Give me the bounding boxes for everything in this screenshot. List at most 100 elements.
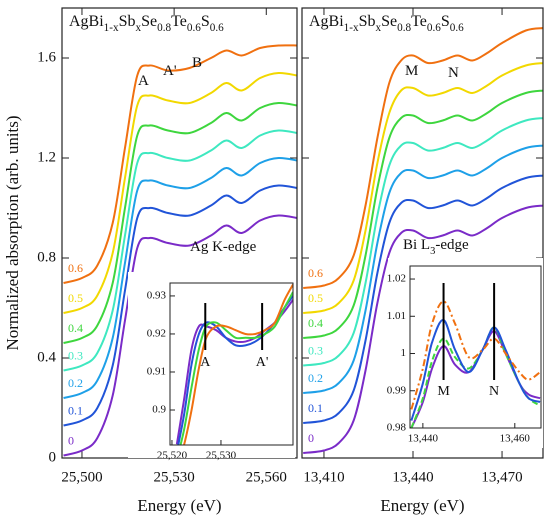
annotation: Bi L3-edge (403, 237, 469, 256)
inset-y-tick-label: 0.93 (147, 289, 167, 301)
inset-background (128, 272, 295, 458)
y-tick-label: 0.4 (37, 349, 56, 365)
series-label: 0.6 (68, 261, 83, 275)
inset-marker-label: A (200, 355, 211, 370)
series-line (410, 326, 541, 428)
series-line (63, 214, 297, 457)
annotation: N (448, 65, 459, 81)
inset-y-tick-label: 1.02 (387, 273, 406, 285)
series-line (63, 156, 297, 399)
series-label: 0.5 (68, 291, 83, 305)
inset-y-tick-label: 0.9 (152, 404, 166, 416)
inset-x-tick-label: 13,440 (408, 433, 439, 445)
y-tick-label: 1.2 (37, 149, 56, 165)
x-axis-label: Energy (eV) (380, 496, 464, 515)
panel-title-part: Te (171, 13, 187, 30)
annotation-part: N (448, 65, 459, 81)
annotation-part: Ag K-edge (190, 239, 257, 255)
series-line (410, 300, 541, 410)
x-tick-label: 13,470 (481, 469, 522, 485)
panel-title-part: 0.8 (397, 22, 411, 34)
annotation: B (192, 55, 202, 71)
panel-title: AgBi1-xSbxSe0.8Te0.6S0.6 (69, 13, 224, 34)
x-tick-label: 13,440 (392, 469, 433, 485)
series-label: 0.2 (308, 371, 323, 385)
panel-title-part: 0.6 (427, 22, 441, 34)
series-label: 0 (308, 431, 314, 445)
annotation: A (138, 73, 149, 89)
annotation-part: 3 (430, 246, 435, 257)
x-tick-label: 13,410 (303, 469, 344, 485)
series-line (63, 101, 297, 344)
series-line (303, 144, 543, 394)
series-line (303, 27, 543, 289)
x-axis-label: Energy (eV) (137, 496, 221, 515)
series-line (182, 284, 293, 445)
inset-frame (409, 265, 542, 429)
inset-marker-label: A' (256, 355, 269, 370)
plot-frame (301, 7, 544, 459)
annotation-part: B (192, 55, 202, 71)
y-tick-label: 0.8 (37, 249, 56, 265)
series-label: 0.6 (308, 266, 323, 280)
panel-title-part: AgBi (69, 13, 104, 30)
panel-title-part: 0.6 (210, 22, 224, 34)
series-line (410, 319, 541, 421)
series-line (63, 44, 297, 284)
inset-y-tick-label: 0.92 (147, 327, 166, 339)
annotation-part: M (405, 63, 418, 79)
inset-x-tick-label: 25,530 (206, 450, 237, 462)
series-line (303, 62, 543, 314)
series-label: 0.3 (68, 348, 83, 362)
series-line (179, 291, 293, 445)
inset-y-tick-label: 1 (401, 347, 407, 359)
panel-title-part: 0.8 (157, 22, 171, 34)
inset-marker-label: M (437, 384, 450, 399)
panel-title-part: AgBi (309, 13, 344, 30)
panel-title-part: 1-x (344, 22, 359, 34)
panel-title-part: Se (381, 13, 397, 30)
panel-title-part: Sb (119, 13, 136, 30)
inset-x-tick-label: 13,460 (500, 433, 531, 445)
series-line (303, 174, 543, 424)
panel-title-part: Te (411, 13, 427, 30)
panel-title-part: x (376, 22, 382, 34)
panel-title-part: S (441, 13, 450, 30)
inset-x-tick-label: 25,520 (157, 450, 188, 462)
y-axis-label: Normalized absorption (arb. units) (3, 115, 22, 350)
panel-title-part: Se (141, 13, 157, 30)
inset-frame (169, 282, 294, 446)
series-label: 0 (68, 433, 74, 447)
x-tick-label: 25,560 (246, 469, 287, 485)
panel-title-part: 1-x (104, 22, 119, 34)
panel-title-part: 0.6 (187, 22, 201, 34)
panel-title: AgBi1-xSbxSe0.8Te0.6S0.6 (309, 13, 464, 34)
panel-title-part: Sb (359, 13, 376, 30)
series-label: 0.3 (308, 343, 323, 357)
annotation: A' (163, 63, 177, 79)
inset-marker-label: N (489, 384, 499, 399)
inset-y-tick-label: 1.01 (387, 310, 406, 322)
series-line (63, 184, 297, 427)
annotation-part: A (138, 73, 149, 89)
annotation-part: A' (163, 63, 177, 79)
series-label: 0.4 (68, 321, 83, 335)
series-line (303, 89, 543, 339)
panel-title-part: S (201, 13, 210, 30)
annotation: Ag K-edge (190, 239, 257, 255)
series-label: 0.2 (68, 376, 83, 390)
series-line (303, 204, 543, 454)
series-label: 0.1 (308, 401, 323, 415)
series-label: 0.5 (308, 291, 323, 305)
inset-y-tick-label: 0.91 (147, 366, 166, 378)
x-tick-label: 25,530 (153, 469, 194, 485)
annotation: M (405, 63, 418, 79)
y-tick-label: 1.6 (37, 49, 56, 65)
annotation-part: Bi L (403, 237, 430, 253)
series-line (63, 71, 297, 314)
series-line (303, 117, 543, 367)
inset-y-tick-label: 0.99 (387, 384, 407, 396)
inset-y-tick-label: 0.98 (387, 422, 407, 434)
y-tick-label: 0 (49, 449, 57, 465)
